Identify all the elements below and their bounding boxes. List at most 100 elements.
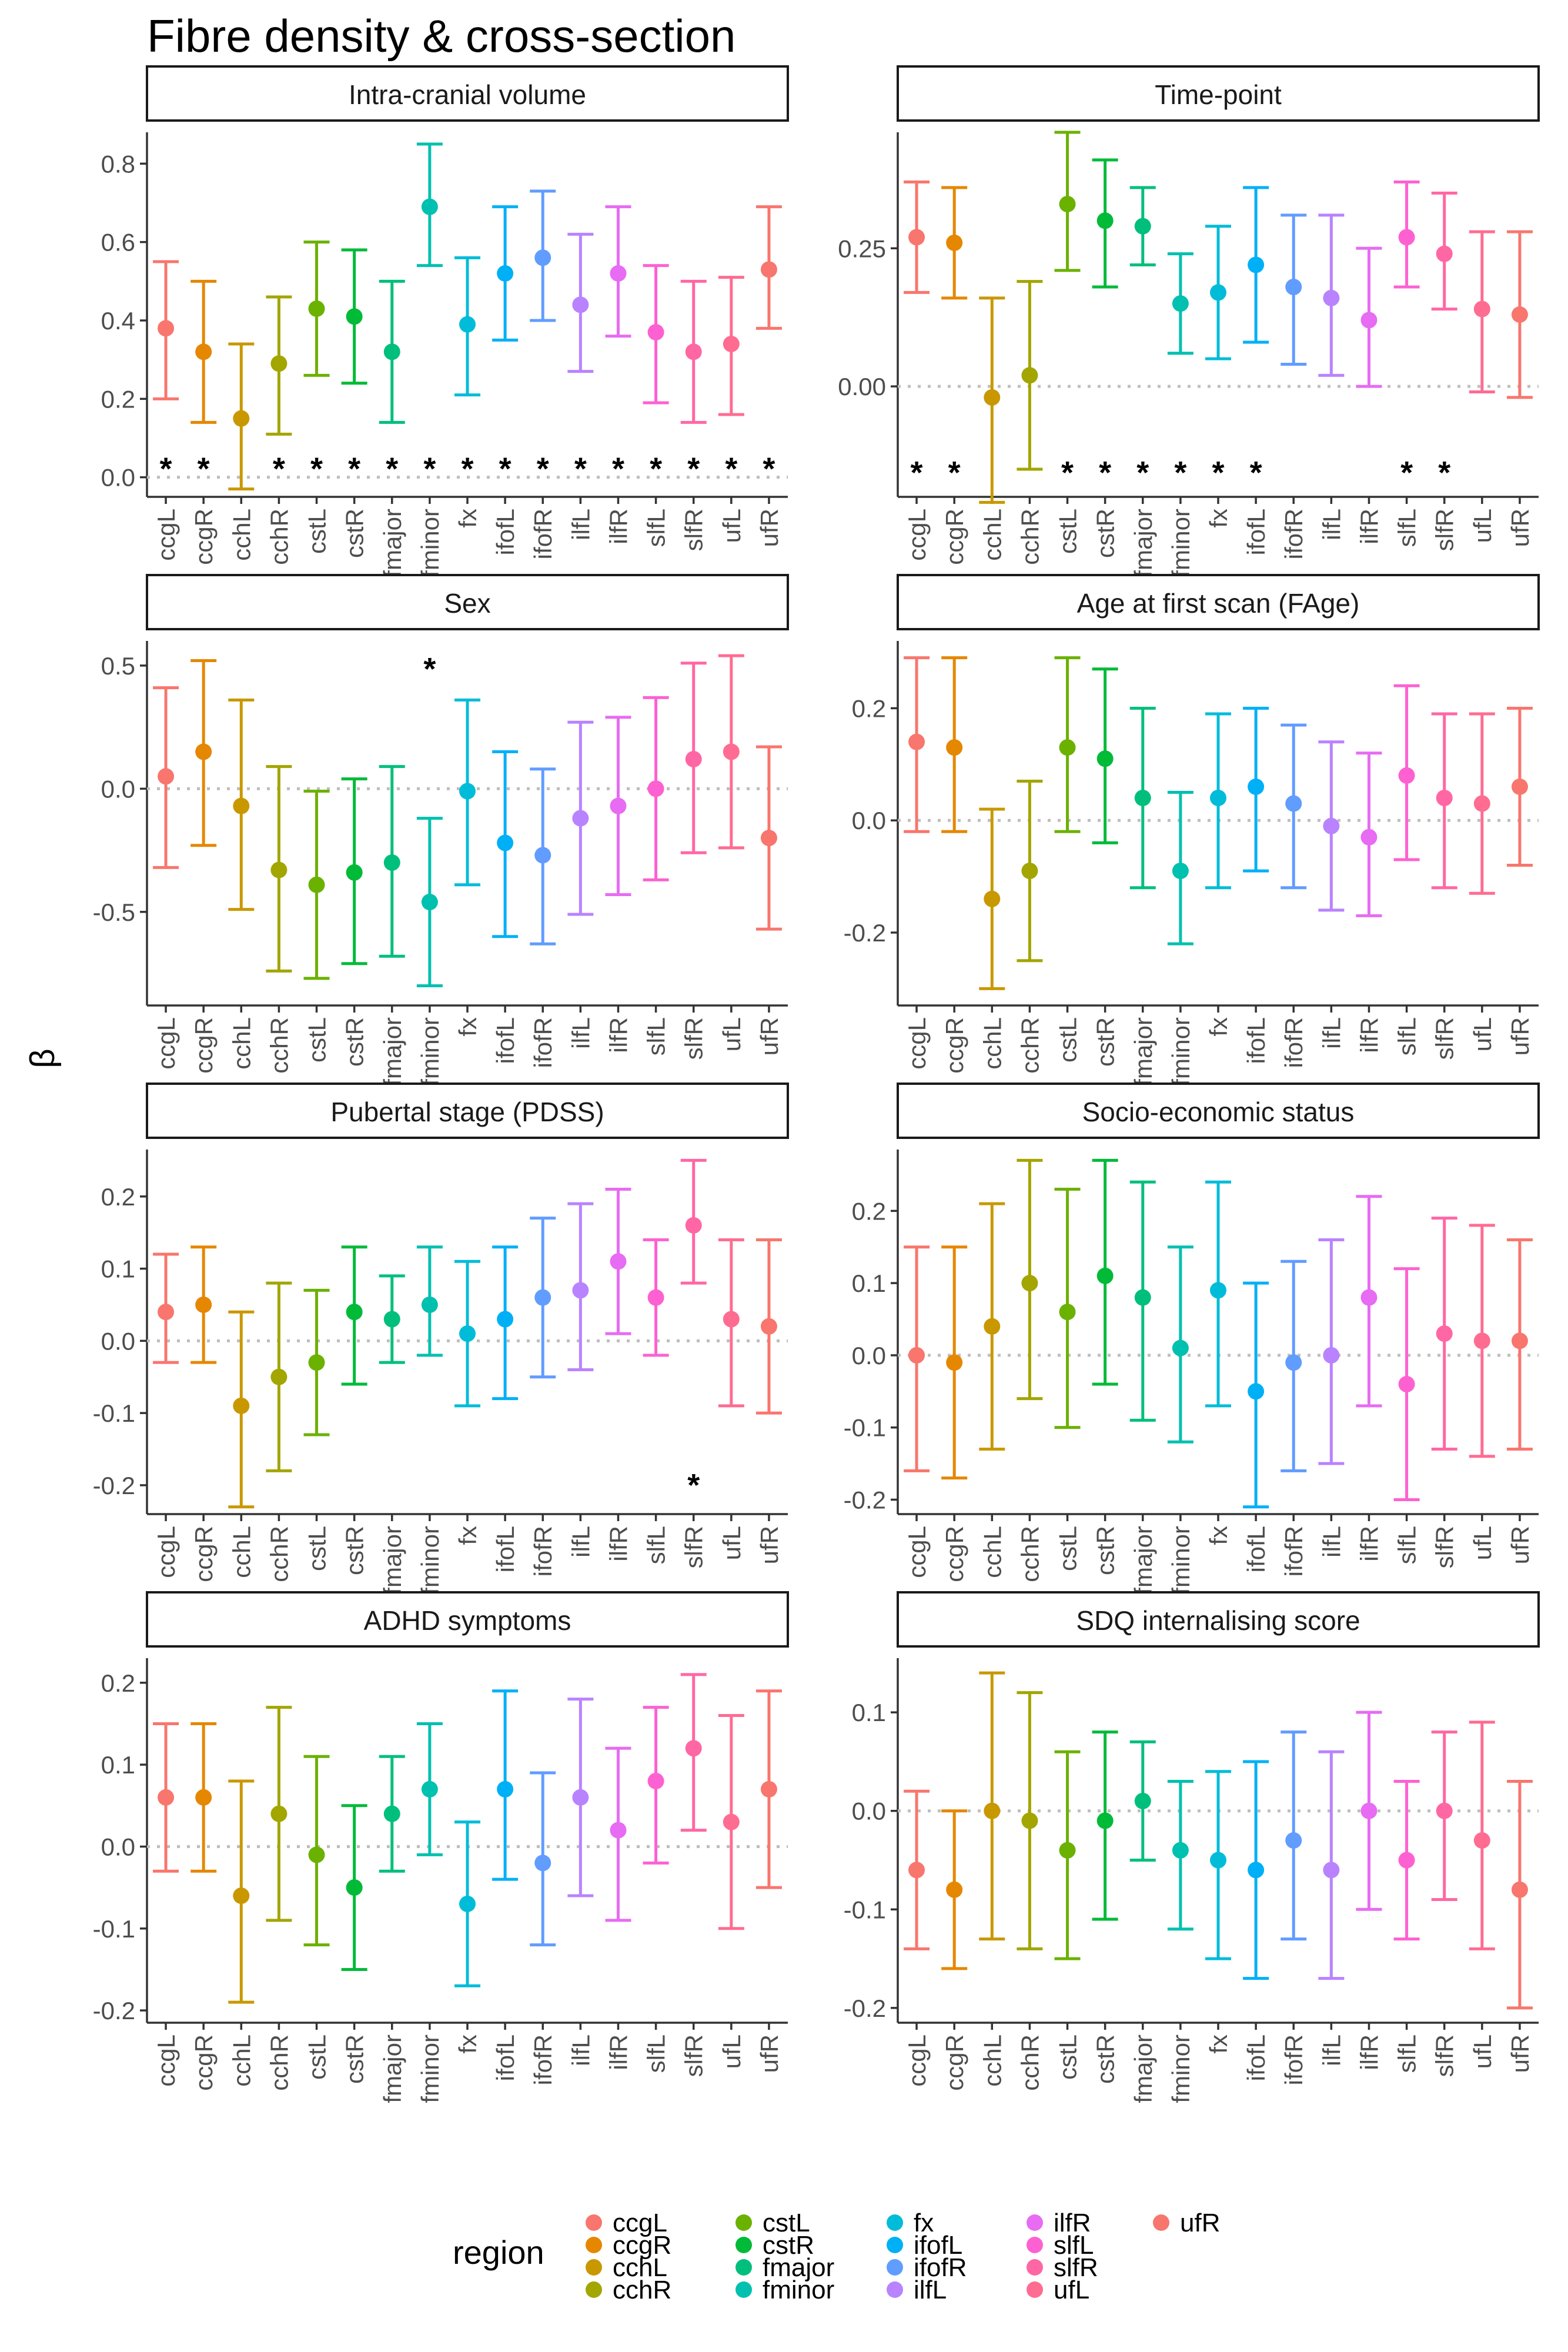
point-slfR xyxy=(685,1217,702,1234)
point-ifofR xyxy=(1285,279,1302,296)
point-fminor xyxy=(1172,863,1189,880)
x-tick-label: ifofL xyxy=(1242,509,1270,555)
point-ccgR xyxy=(195,343,212,360)
point-cchL xyxy=(984,1318,1001,1335)
legend-key-ilfR xyxy=(1027,2214,1043,2231)
errorbar-cstL xyxy=(1054,1750,1081,1960)
errorbar-cchL xyxy=(228,699,255,911)
errorbar-ccgR xyxy=(941,186,968,300)
errorbar-ccgL xyxy=(153,686,179,869)
legend-label-ilfL: ilfL xyxy=(914,2276,947,2304)
x-tick-label: ilfL xyxy=(1318,1017,1345,1049)
x-tick-label: ccgL xyxy=(152,2034,180,2087)
x-tick-label: ufL xyxy=(718,2034,745,2069)
errorbar-cstL xyxy=(303,1288,330,1436)
point-slfR xyxy=(1436,245,1453,262)
panels: Intra-cranial volume 0.0 0.2 0.4 0.6 0.8 ccgL c… xyxy=(93,65,1540,2103)
significance-star: * xyxy=(1250,455,1262,490)
x-tick-label: slfL xyxy=(643,509,670,547)
errorbar-cstR xyxy=(1092,158,1118,289)
point-ufR xyxy=(1511,1332,1528,1349)
x-tick-label: slfR xyxy=(1431,1526,1459,1568)
x-tick-label: fminor xyxy=(1167,509,1195,577)
point-ccgR xyxy=(195,1296,212,1313)
panel-strip xyxy=(146,574,789,630)
y-tick-label: 0.2 xyxy=(101,1183,135,1211)
point-ilfL xyxy=(572,810,589,827)
point-cchR xyxy=(270,1368,287,1385)
x-tick-label: ilfL xyxy=(567,2034,594,2066)
x-tick-label: ccgL xyxy=(152,509,180,561)
errorbar-ilfR xyxy=(605,716,631,896)
errorbar-fmajor xyxy=(1129,706,1156,890)
point-cstR xyxy=(1096,212,1114,229)
x-tick-label: cchL xyxy=(228,1017,255,1070)
x-tick-label: ifofR xyxy=(529,509,557,559)
point-fx xyxy=(1210,1852,1226,1869)
x-tick-label: ifofR xyxy=(1280,2034,1308,2085)
point-ufR xyxy=(760,261,777,278)
point-ilfL xyxy=(1323,1347,1340,1364)
panel-title: Sex xyxy=(444,588,490,619)
point-ifofL xyxy=(1248,1383,1265,1400)
significance-star: * xyxy=(310,452,323,487)
x-tick-label: slfR xyxy=(1431,1017,1459,1060)
x-tick-label: cchL xyxy=(978,509,1006,561)
errorbar-ilfR xyxy=(1356,751,1382,917)
errorbar-fmajor xyxy=(379,1755,405,1873)
point-ccgR xyxy=(195,743,212,760)
legend-label-fmajor: fmajor xyxy=(763,2253,834,2282)
errorbar-ifofL xyxy=(492,205,519,342)
y-tick-label: -0.1 xyxy=(844,1414,886,1442)
point-cchR xyxy=(1021,863,1038,880)
x-tick-label: cchR xyxy=(265,1526,293,1582)
panel-5: Pubertal stage (PDSS) -0.2 -0.1 0.0 0.1 0.2 cc… xyxy=(93,1083,789,1595)
errorbar-cstR xyxy=(341,248,367,385)
errorbar-fx xyxy=(454,1820,480,1987)
x-tick-label: fx xyxy=(454,2034,482,2054)
errorbar-ifofR xyxy=(1281,213,1307,366)
legend-key-cchR xyxy=(586,2281,602,2298)
point-fminor xyxy=(421,1780,438,1798)
legend-key-cchL xyxy=(586,2259,602,2276)
point-fminor xyxy=(421,198,438,215)
errorbar-fx xyxy=(1205,225,1231,360)
errorbar-ilfR xyxy=(605,1188,631,1335)
point-cstR xyxy=(1096,750,1114,767)
panel-4: Age at first scan (FAge) -0.2 0.0 0.2 ccgL cc… xyxy=(844,574,1540,1086)
x-tick-label: slfR xyxy=(680,1526,708,1568)
x-tick-label: cchL xyxy=(228,1526,255,1578)
point-ccgR xyxy=(946,1354,963,1371)
errorbar-cchR xyxy=(1017,779,1043,963)
x-tick-label: ufR xyxy=(755,1017,783,1055)
errorbar-ccgL xyxy=(904,1789,930,1950)
significance-star: * xyxy=(574,452,587,487)
point-fmajor xyxy=(1134,218,1151,235)
x-tick-label: cstR xyxy=(341,509,369,558)
y-tick-label: 0.6 xyxy=(101,229,135,256)
significance-star: * xyxy=(1061,455,1074,490)
x-tick-label: fx xyxy=(1205,1017,1232,1037)
point-ccgR xyxy=(946,234,963,251)
significance-star: * xyxy=(612,452,624,487)
point-cstL xyxy=(1059,196,1076,213)
errorbar-cchL xyxy=(979,296,1005,504)
x-tick-label: fmajor xyxy=(379,1526,406,1595)
point-cchL xyxy=(233,797,250,814)
point-cstL xyxy=(1059,1304,1076,1321)
y-tick-label: 0.2 xyxy=(101,1669,135,1697)
point-fx xyxy=(459,783,476,800)
errorbar-ifofL xyxy=(492,1689,519,1881)
x-tick-label: cstL xyxy=(1054,2034,1082,2080)
errorbar-cchR xyxy=(1017,1691,1043,1950)
x-tick-label: fminor xyxy=(1167,2034,1195,2103)
x-tick-label: fminor xyxy=(416,2034,444,2103)
point-ifofR xyxy=(534,847,551,864)
point-ifofR xyxy=(1285,795,1302,812)
panel-title: SDQ internalising score xyxy=(1076,1605,1360,1636)
point-cchR xyxy=(1021,1812,1038,1829)
errorbar-fmajor xyxy=(1129,1180,1156,1422)
errorbar-ccgL xyxy=(153,1252,179,1364)
point-ccgL xyxy=(158,1304,175,1321)
errorbar-cchL xyxy=(979,1671,1005,1941)
